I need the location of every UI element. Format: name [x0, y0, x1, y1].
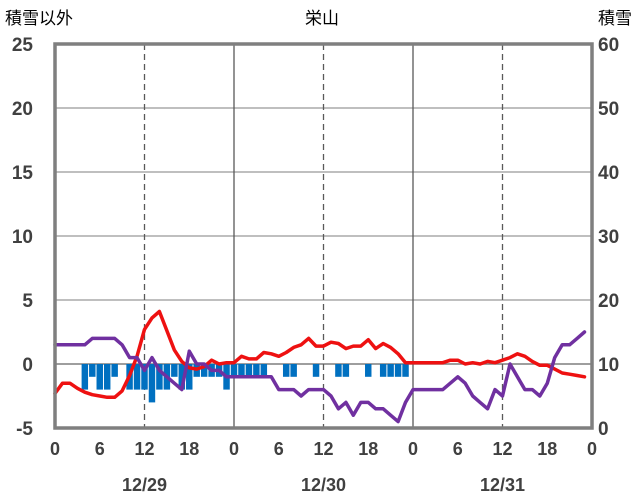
left-tick-label: 5 — [22, 291, 33, 312]
x-tick-label: 12 — [313, 439, 333, 459]
snow-bar — [230, 364, 238, 377]
right-axis-title: 積雪 — [598, 9, 632, 29]
left-tick-label: 0 — [22, 355, 33, 376]
snow-bar — [141, 364, 148, 390]
x-tick-label: 6 — [274, 439, 284, 459]
right-tick-label: 50 — [598, 99, 619, 120]
x-tick-label: 6 — [95, 439, 105, 459]
snow-bar — [312, 364, 320, 377]
x-tick-label: 12 — [492, 439, 512, 459]
snow-bar — [238, 364, 245, 377]
snow-bar — [402, 364, 409, 377]
series-line-purple — [53, 330, 587, 424]
series-line-red — [53, 309, 587, 400]
snow-bar — [245, 364, 253, 377]
left-tick-label: 20 — [12, 99, 33, 120]
right-tick-label: 20 — [598, 291, 619, 312]
x-tick-label: 12 — [134, 439, 154, 459]
snow-bar — [290, 364, 297, 377]
date-label: 12/29 — [122, 475, 167, 495]
snow-bar — [253, 364, 260, 377]
snow-bar — [133, 364, 141, 390]
snow-bar — [111, 364, 118, 377]
right-tick-label: 0 — [598, 419, 609, 440]
snow-bar — [148, 364, 156, 403]
snow-bar — [89, 364, 96, 377]
left-tick-label: 25 — [12, 35, 34, 56]
snow-bar — [365, 364, 372, 377]
right-tick-label: 10 — [598, 355, 619, 376]
right-tick-label: 40 — [598, 163, 619, 184]
x-tick-label: 18 — [358, 439, 378, 459]
x-tick-label: 0 — [587, 439, 597, 459]
snow-bar — [96, 364, 103, 390]
snow-bar — [200, 364, 208, 377]
right-tick-label: 60 — [598, 35, 619, 56]
snow-bar — [342, 364, 350, 377]
snow-bar — [260, 364, 268, 377]
snow-bar — [282, 364, 290, 377]
left-tick-label: 15 — [12, 163, 34, 184]
snow-bar — [81, 364, 89, 390]
x-tick-label: 18 — [179, 439, 199, 459]
plot-frame — [53, 42, 594, 430]
snow-bar — [156, 364, 163, 390]
snow-bar — [335, 364, 342, 377]
x-tick-label: 0 — [50, 439, 60, 459]
snow-bar — [171, 364, 178, 377]
right-tick-label: 30 — [598, 227, 619, 248]
date-label: 12/31 — [480, 475, 525, 495]
left-tick-label: 10 — [12, 227, 33, 248]
x-tick-label: 0 — [229, 439, 239, 459]
snow-bar — [387, 364, 394, 377]
snow-bar — [103, 364, 111, 390]
chart-title: 栄山 — [305, 9, 339, 29]
lines-layer — [53, 309, 587, 424]
snow-bar — [379, 364, 387, 377]
snow-bar — [394, 364, 402, 377]
date-label: 12/30 — [301, 475, 346, 495]
snow-bar — [186, 364, 193, 390]
x-tick-label: 18 — [537, 439, 557, 459]
snow-bar — [178, 364, 186, 390]
x-tick-label: 0 — [408, 439, 418, 459]
left-tick-label: -5 — [16, 419, 33, 440]
left-axis-title: 積雪以外 — [5, 9, 73, 29]
x-tick-label: 6 — [453, 439, 463, 459]
